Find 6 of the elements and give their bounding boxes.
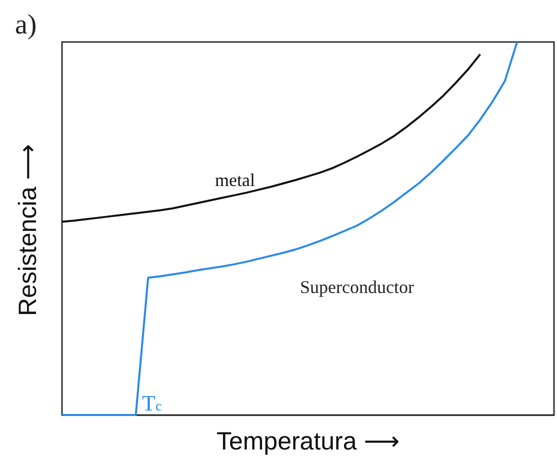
annotation: Tc: [142, 390, 162, 416]
y-axis-title: Resistencia ⟶: [14, 144, 42, 316]
annotation: Superconductor: [300, 277, 414, 297]
chart-title: a): [15, 10, 37, 40]
x-axis-title: Temperatura ⟶: [216, 428, 400, 456]
annotation: metal: [215, 170, 255, 190]
